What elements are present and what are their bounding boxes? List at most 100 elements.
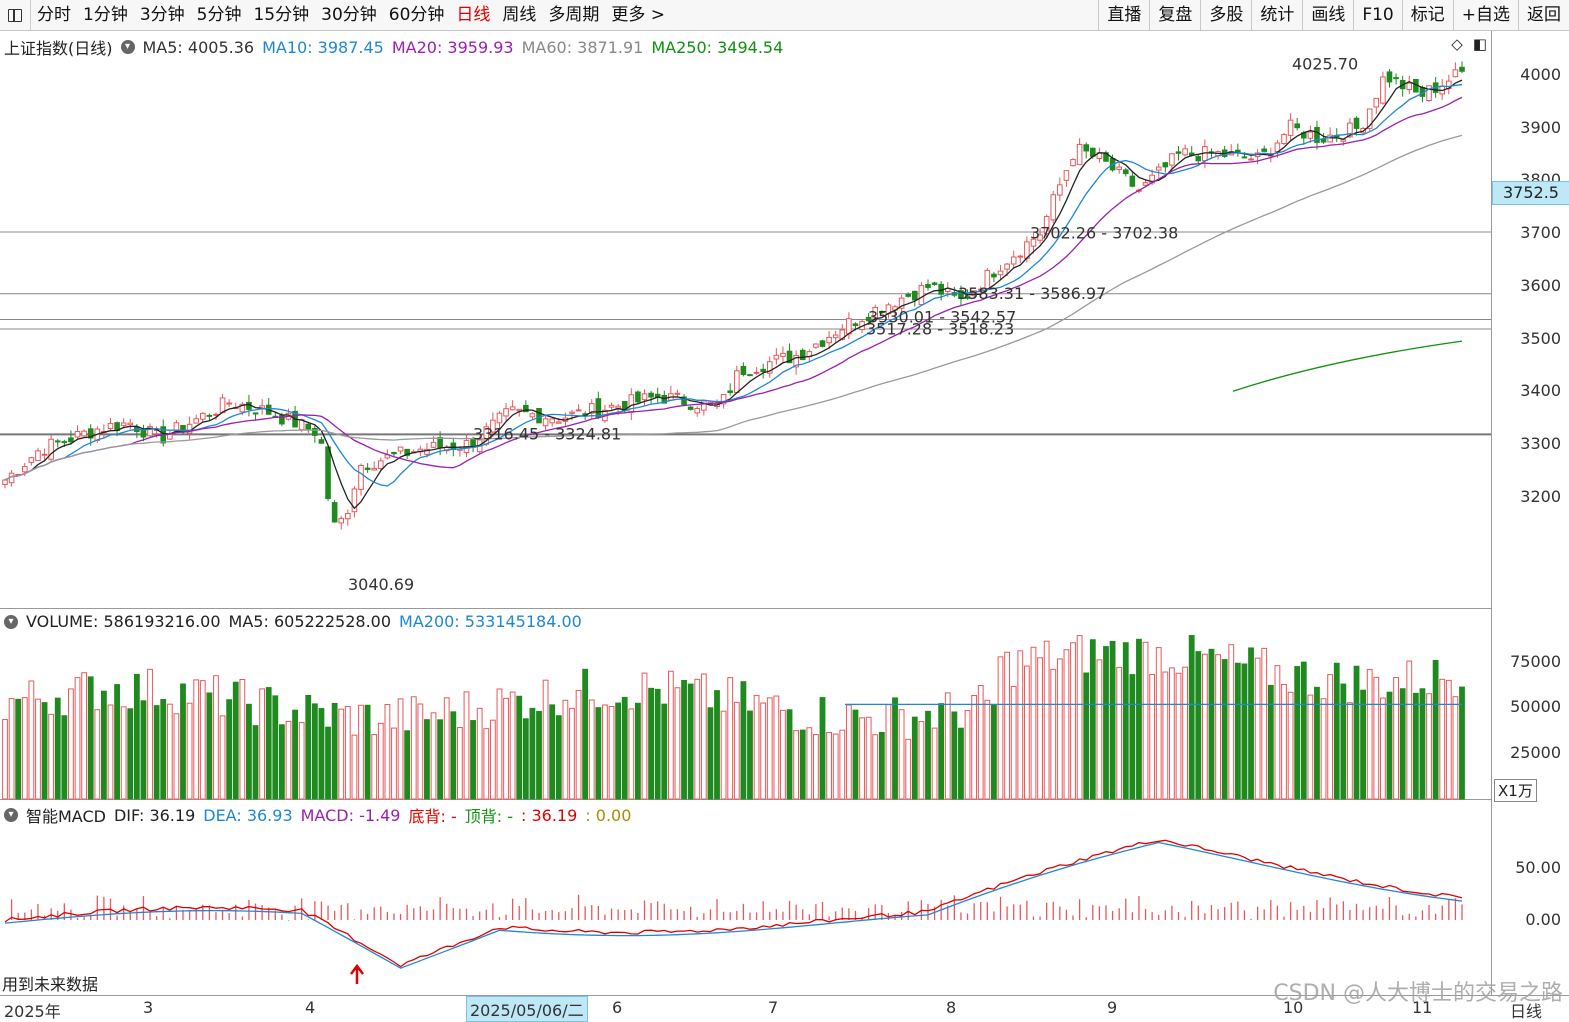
toolbar-right-0[interactable]: 直播 <box>1098 0 1149 30</box>
volume-legend: ▾ VOLUME: 586193216.00 MA5: 605222528.00… <box>4 612 582 631</box>
toolbar-right-8[interactable]: 返回 <box>1518 0 1569 30</box>
price-legend: 上证指数(日线) ▾ MA5: 4005.36 MA10: 3987.45 MA20… <box>4 35 783 59</box>
candle-body <box>661 394 668 404</box>
chart-canvas[interactable]: 4025.70 3702.26 - 3702.38 3583.31 - 3586.9… <box>0 0 1491 995</box>
period-tab-9[interactable]: 多周期 <box>548 5 600 25</box>
candle-body <box>450 442 457 450</box>
diamond-icon[interactable]: ◇ <box>1451 35 1463 53</box>
price-annotation: 4025.70 <box>1292 55 1358 74</box>
period-tab-2[interactable]: 3分钟 <box>139 5 185 25</box>
volume-bar <box>905 738 912 800</box>
month-label: 8 <box>946 998 957 1017</box>
volume-bar <box>1182 666 1189 800</box>
candle-body <box>516 408 523 412</box>
volume-bar <box>872 734 879 800</box>
volume-bar <box>397 698 404 800</box>
price-tick: 3700 <box>1520 223 1561 243</box>
price-panel: 上证指数(日线) ▾ MA5: 4005.36 MA10: 3987.45 MA20… <box>0 31 1492 609</box>
volume-bar <box>1459 686 1465 800</box>
macd-settings-icon[interactable]: ▾ <box>4 808 18 822</box>
candle-body <box>1235 149 1241 153</box>
macd-extra2: : 0.00 <box>585 805 632 825</box>
period-tab-5[interactable]: 30分钟 <box>321 5 377 25</box>
candle-body <box>81 430 87 437</box>
candle-body <box>509 406 516 411</box>
volume-bar <box>344 705 351 800</box>
volume-bar <box>120 706 127 800</box>
candle-body <box>766 361 773 374</box>
period-tab-6[interactable]: 60分钟 <box>388 5 445 25</box>
candle-body <box>1076 143 1083 166</box>
candle-body <box>865 316 872 322</box>
volume-bar <box>1340 683 1347 800</box>
volume-bar <box>443 697 450 800</box>
candle-body <box>318 439 325 444</box>
panel-window-icon[interactable]: ◧ <box>1472 35 1487 53</box>
candle-body <box>523 404 529 413</box>
candle-body <box>87 428 94 439</box>
period-tab-1[interactable]: 1分钟 <box>83 5 128 25</box>
candle-body <box>575 409 582 412</box>
candle-body <box>1261 148 1268 152</box>
candle-body <box>193 418 199 424</box>
dif-line <box>4 839 1463 968</box>
toolbar-right-3[interactable]: 统计 <box>1251 0 1302 30</box>
period-tab-8[interactable]: 周线 <box>502 5 537 25</box>
volume-bar <box>984 699 991 800</box>
volume-bar <box>1333 662 1340 800</box>
toolbar-right-1[interactable]: 复盘 <box>1149 0 1200 30</box>
volume-bar <box>1195 651 1202 800</box>
volume-bar <box>898 709 905 800</box>
volume-bar <box>1116 666 1123 800</box>
volume-bar <box>311 703 318 800</box>
volume-bar <box>1155 647 1162 800</box>
volume-settings-icon[interactable]: ▾ <box>4 614 18 629</box>
toolbar-right-6[interactable]: 标记 <box>1401 0 1453 30</box>
toolbar-right-7[interactable]: +自选 <box>1452 0 1518 30</box>
price-tick: 3400 <box>1520 381 1561 401</box>
candle-body <box>371 467 377 471</box>
candle-body <box>252 412 259 415</box>
month-label: 10 <box>1283 998 1304 1017</box>
indicator-settings-icon[interactable]: ▾ <box>120 40 135 54</box>
volume-bar <box>206 692 213 800</box>
macd-value: MACD: -1.49 <box>300 805 401 825</box>
candle-body <box>1010 256 1017 265</box>
candle-body <box>964 296 971 299</box>
volume-bar <box>410 696 417 800</box>
volume-bar <box>944 692 951 800</box>
volume-bar <box>1050 668 1057 800</box>
volume-bar <box>476 707 483 800</box>
period-tab-3[interactable]: 5分钟 <box>196 5 242 25</box>
candle-body <box>1386 71 1393 83</box>
volume-bar <box>1300 661 1307 800</box>
period-label[interactable]: 日线 <box>1510 1002 1543 1021</box>
volume-bar <box>133 673 140 800</box>
toolbar-right-5[interactable]: F10 <box>1353 0 1401 30</box>
volume-bar <box>1386 691 1393 800</box>
candle-body <box>1129 175 1136 187</box>
volume-tick: 25000 <box>1510 743 1561 762</box>
period-tab-4[interactable]: 15分钟 <box>253 5 310 25</box>
ma10-line <box>4 84 1463 487</box>
candle-body <box>167 433 173 440</box>
candle-body <box>648 392 654 398</box>
volume-bar <box>351 734 358 800</box>
candle-body <box>173 422 180 431</box>
toolbar-right-2[interactable]: 多股 <box>1200 0 1251 30</box>
candle-body <box>331 502 338 523</box>
candle-body <box>1037 234 1043 241</box>
period-tab-10[interactable]: 更多 > <box>611 5 666 25</box>
volume-bar <box>1023 665 1030 800</box>
layout-toggle-icon[interactable] <box>0 0 31 30</box>
candle-body <box>21 466 28 473</box>
candle-body <box>404 448 410 456</box>
ma-legend-3: MA60: 3871.91 <box>521 37 644 57</box>
macd-top-divergence: 顶背: - <box>464 807 513 826</box>
volume-bar <box>371 734 378 800</box>
period-tab-0[interactable]: 分时 <box>37 5 71 25</box>
toolbar-right-4[interactable]: 画线 <box>1302 0 1353 30</box>
volume-bar <box>384 704 391 800</box>
period-tab-7[interactable]: 日线 <box>456 5 491 25</box>
volume-bar <box>1228 644 1235 800</box>
